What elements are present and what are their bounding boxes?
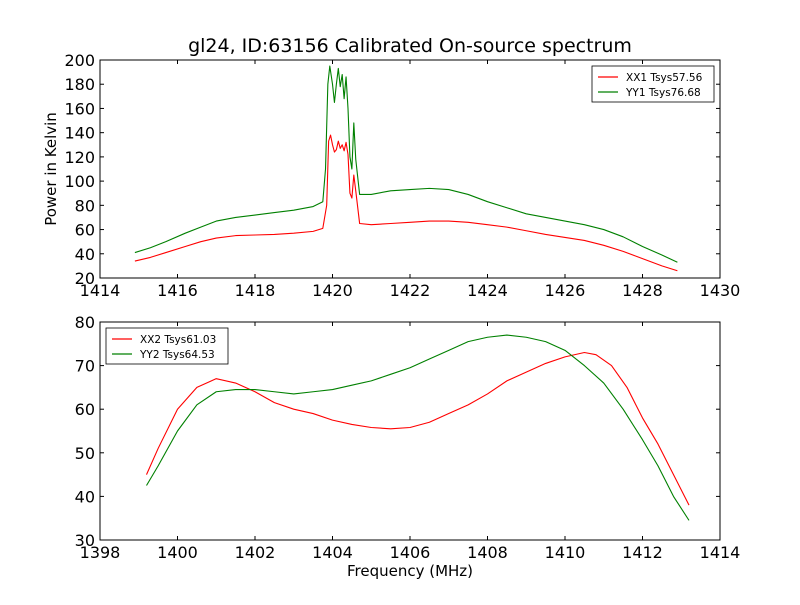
bottom-series-layer (145, 334, 690, 521)
y-tick-label: 60 (75, 221, 95, 240)
bottom-legend-box (105, 327, 229, 365)
top-series-line-1 (134, 134, 678, 272)
bottom-ticks-layer: 1398 1400 1402 1404 1406 1408 1410 1412 1414 30 40… (75, 313, 741, 562)
y-tick-label: 180 (64, 75, 95, 94)
bottom-plot-frame (99, 321, 721, 541)
y-tick-label: 120 (64, 148, 95, 167)
x-tick-label: 1412 (622, 543, 663, 562)
x-tick-label: 1414 (700, 543, 741, 562)
bottom-plot: Frequency (MHz) 1398 1400 1402 1404 1406 1408… (75, 313, 741, 580)
x-tick-label: 1422 (390, 281, 431, 300)
y-axis-label: Power in Kelvin (42, 112, 60, 226)
x-tick-label: 1406 (390, 543, 431, 562)
y-tick-label: 40 (75, 245, 95, 264)
x-tick-label: 1420 (312, 281, 353, 300)
bottom-legend: XX2 Tsys61.03 YY2 Tsys64.53 (105, 327, 229, 365)
x-tick-label: 1400 (157, 543, 198, 562)
top-series-layer (134, 65, 678, 272)
top-legend: XX1 Tsys57.56 YY1 Tsys76.68 (591, 65, 715, 103)
x-tick-label: 1414 (80, 281, 121, 300)
y-tick-label: 70 (75, 357, 95, 376)
x-tick-label: 1402 (235, 543, 276, 562)
y-tick-label: 200 (64, 51, 95, 70)
y-tick-label: 80 (75, 196, 95, 215)
bottom-legend-label-1: XX2 Tsys61.03 (140, 334, 216, 346)
x-tick-label: 1430 (700, 281, 741, 300)
x-tick-label: 1418 (235, 281, 276, 300)
top-plot: gl24, ID:63156 Calibrated On-source spec… (42, 35, 740, 300)
bottom-series-line-1 (145, 351, 690, 506)
top-legend-label-2: YY1 Tsys76.68 (625, 87, 701, 99)
chart-title: gl24, ID:63156 Calibrated On-source spec… (188, 35, 632, 57)
top-plot-frame (99, 59, 721, 279)
y-tick-label: 60 (75, 400, 95, 419)
x-tick-label: 1408 (467, 543, 508, 562)
y-tick-label: 80 (75, 313, 95, 332)
y-tick-label: 40 (75, 487, 95, 506)
y-tick-label: 160 (64, 99, 95, 118)
y-tick-label: 50 (75, 444, 95, 463)
y-tick-label: 140 (64, 124, 95, 143)
top-ticks-layer: 1414 1416 1418 1420 1422 1424 1426 1428 1430 20 40… (64, 51, 740, 300)
y-tick-label: 30 (75, 531, 95, 550)
top-legend-label-1: XX1 Tsys57.56 (626, 72, 703, 84)
x-tick-label: 1416 (157, 281, 198, 300)
x-tick-label: 1424 (467, 281, 508, 300)
bottom-legend-label-2: YY2 Tsys64.53 (139, 349, 215, 361)
x-tick-label: 1428 (622, 281, 663, 300)
top-legend-box (591, 65, 715, 103)
top-series-line-2 (134, 65, 678, 263)
x-axis-label: Frequency (MHz) (347, 562, 473, 580)
x-tick-label: 1398 (80, 543, 121, 562)
y-tick-label: 20 (75, 269, 95, 288)
x-tick-label: 1410 (545, 543, 586, 562)
x-tick-label: 1404 (312, 543, 353, 562)
x-tick-label: 1426 (545, 281, 586, 300)
bottom-series-line-2 (146, 334, 690, 521)
y-tick-label: 100 (64, 172, 95, 191)
